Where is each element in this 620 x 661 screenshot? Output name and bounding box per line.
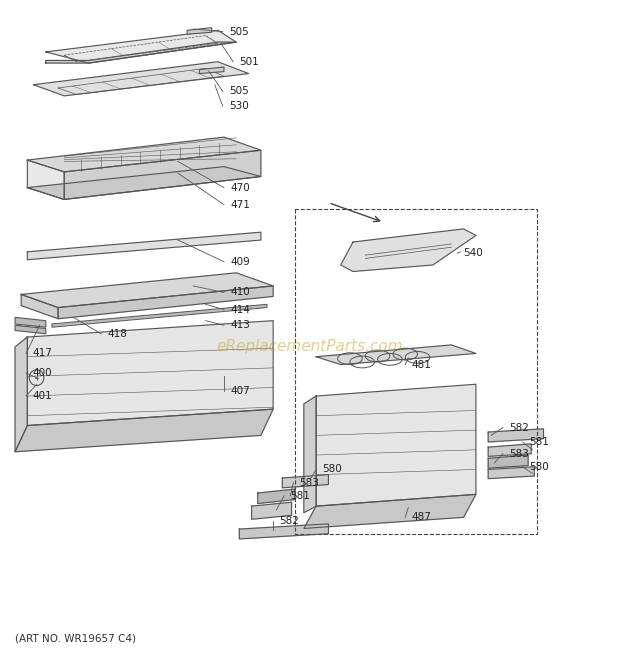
Text: eReplacementParts.com: eReplacementParts.com xyxy=(216,339,404,354)
Polygon shape xyxy=(64,150,261,200)
Polygon shape xyxy=(304,396,316,513)
Polygon shape xyxy=(52,304,267,327)
Text: 580: 580 xyxy=(322,465,342,475)
Text: 501: 501 xyxy=(239,57,259,67)
Polygon shape xyxy=(258,489,294,504)
Polygon shape xyxy=(27,232,261,260)
Text: 481: 481 xyxy=(412,360,432,369)
Polygon shape xyxy=(21,294,58,319)
Polygon shape xyxy=(21,273,273,307)
Text: 505: 505 xyxy=(229,26,249,36)
Polygon shape xyxy=(316,384,476,506)
Polygon shape xyxy=(15,325,46,334)
Text: 582: 582 xyxy=(509,422,529,432)
Polygon shape xyxy=(46,42,236,63)
Text: 407: 407 xyxy=(230,386,250,396)
Polygon shape xyxy=(488,444,531,456)
Polygon shape xyxy=(304,494,476,528)
Polygon shape xyxy=(239,524,329,539)
Polygon shape xyxy=(27,321,273,426)
Polygon shape xyxy=(488,467,534,479)
Polygon shape xyxy=(58,286,273,319)
Text: 400: 400 xyxy=(32,368,52,378)
Text: 487: 487 xyxy=(412,512,432,522)
Polygon shape xyxy=(187,28,211,34)
Text: 418: 418 xyxy=(107,329,127,339)
Text: 417: 417 xyxy=(32,348,52,358)
Text: (ART NO. WR19657 C4): (ART NO. WR19657 C4) xyxy=(15,633,136,644)
Text: 410: 410 xyxy=(230,288,250,297)
Text: 540: 540 xyxy=(464,248,484,258)
Text: 413: 413 xyxy=(230,321,250,330)
Polygon shape xyxy=(33,61,249,96)
Polygon shape xyxy=(27,137,261,172)
Polygon shape xyxy=(282,475,329,488)
Text: 505: 505 xyxy=(229,87,249,97)
Polygon shape xyxy=(27,160,64,200)
Text: 583: 583 xyxy=(509,449,529,459)
Text: 583: 583 xyxy=(299,477,319,488)
Text: 582: 582 xyxy=(279,516,299,525)
Polygon shape xyxy=(15,317,46,327)
Text: 581: 581 xyxy=(529,437,549,447)
Polygon shape xyxy=(46,30,236,63)
Text: 414: 414 xyxy=(230,305,250,315)
Text: 471: 471 xyxy=(230,200,250,210)
Polygon shape xyxy=(27,167,261,200)
Polygon shape xyxy=(252,502,291,520)
Polygon shape xyxy=(200,67,224,73)
Polygon shape xyxy=(316,345,476,365)
Text: 409: 409 xyxy=(230,256,250,266)
Text: 581: 581 xyxy=(290,490,310,500)
Polygon shape xyxy=(15,409,273,451)
Text: 580: 580 xyxy=(529,462,549,472)
Text: 470: 470 xyxy=(230,182,250,192)
Text: 401: 401 xyxy=(32,391,52,401)
Polygon shape xyxy=(488,429,544,442)
Polygon shape xyxy=(15,337,27,451)
Polygon shape xyxy=(341,229,476,272)
Polygon shape xyxy=(488,455,528,468)
Text: 530: 530 xyxy=(229,101,249,111)
